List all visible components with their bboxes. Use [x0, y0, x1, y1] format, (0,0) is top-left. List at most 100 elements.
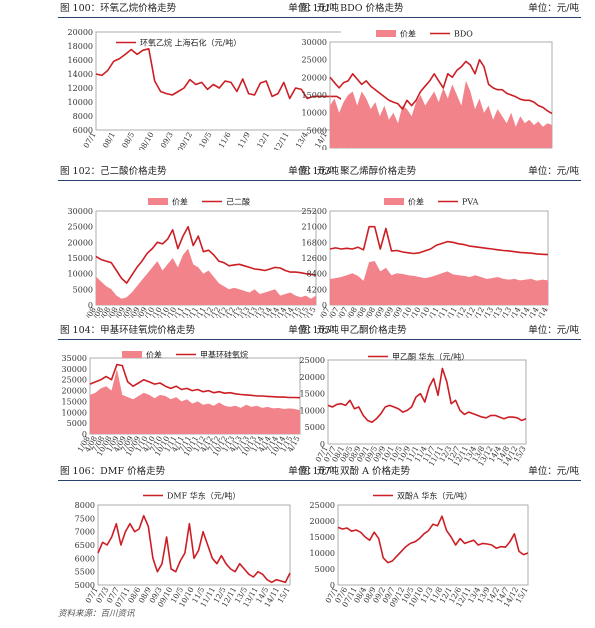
y-tick-label: 25000 [62, 376, 87, 385]
series-line-price [327, 367, 527, 423]
legend-label: 价差 [146, 350, 162, 360]
x-tick-label: 10/5 [197, 130, 213, 149]
series-line-price [329, 58, 553, 115]
x-tick-label: 3/11 [432, 149, 448, 151]
chart-panel-epoxy-ethane: 图 100：环氧乙烷价格走势 单位：元/吨 20000 18000 16000 140… [58, 0, 341, 150]
y-tick-label: 35000 [62, 354, 87, 363]
panel-unit: 单位：元/吨 [288, 166, 339, 177]
chart-panel-methyl-siloxane: 图 104：甲基环硅氧烷价格走势 单位：元/吨 35000 30000 25000 2… [58, 322, 341, 472]
plot-frame [95, 31, 341, 131]
panel-header: 图 105：甲乙酮价格走势 单位：元/吨 [298, 322, 581, 340]
chart-epoxy-ethane: 2000018000160001400012000100008000600007… [68, 28, 341, 151]
x-tick-label: 08/1 [101, 131, 117, 150]
panel-title: 图 100：环氧乙烷价格走势 [60, 3, 177, 14]
y-tick-label: 25000 [68, 223, 93, 232]
y-tick-label: 7000 [75, 528, 95, 537]
panel-unit: 单位：元/吨 [528, 325, 579, 336]
x-tick-label: 12/11 [272, 131, 291, 151]
panel-header: 图 104：甲基环硅氧烷价格走势 单位：元/吨 [58, 322, 341, 340]
x-tick-label: 1/07 [316, 148, 332, 150]
y-tick-label: 25000 [300, 356, 325, 365]
series-line-price [89, 363, 301, 399]
x-tick-label: 8/11 [444, 149, 460, 151]
y-tick-label: 8000 [75, 501, 95, 510]
series-line-price [337, 515, 529, 564]
chart-panel-pva: 图 103：聚乙烯醇价格走势 单位：元/吨 25200 21000 16800 126… [298, 163, 581, 318]
panel-unit: 单位：元/吨 [528, 3, 579, 14]
chart-dmf: 800075007000650060005500500007/107/307/7… [75, 491, 292, 609]
panel-header: 图 107：双酚 A 价格走势 单位：元/吨 [298, 463, 581, 481]
y-tick-label: 30000 [302, 38, 327, 47]
y-tick-label: 0 [320, 440, 325, 449]
legend-label: 环氧乙烷 上海石化（元/吨） [140, 38, 241, 48]
y-tick-label: 0 [88, 301, 93, 310]
x-tick-label: 08/10 [137, 130, 156, 150]
panel-title: 图 101：BDO 价格走势 [300, 3, 404, 14]
y-tick-label: 25000 [302, 56, 327, 65]
x-tick-label: 4/13 [491, 148, 507, 150]
chart-bisphenol-a: 250002000015000100005000007/107/607/1108… [310, 491, 530, 609]
legend-swatch-area [148, 198, 168, 205]
legend-label: PVA [462, 198, 479, 207]
legend-label: 甲乙酮 华东（元/吨） [392, 352, 469, 362]
panel-header: 图 103：聚乙烯醇价格走势 单位：元/吨 [298, 163, 581, 181]
x-tick-label: 7/14 [526, 148, 542, 150]
x-tick-label: 09/12 [176, 130, 195, 150]
series-area-spread [330, 80, 552, 148]
y-tick-label: 25200 [302, 207, 327, 216]
y-tick-label: 6000 [75, 554, 95, 563]
panel-unit: 单位：元/吨 [288, 325, 339, 336]
series-line-price [329, 225, 549, 256]
x-tick-label: 11/6 [217, 130, 233, 149]
series-area-spread [90, 368, 300, 434]
y-tick-label: 16000 [68, 56, 93, 65]
plot-frame [97, 504, 291, 586]
panel-title: 图 107：双酚 A 价格走势 [300, 466, 411, 477]
panel-header: 图 102：己二酸价格走势 单位：元/吨 [58, 163, 341, 181]
panel-title: 图 102：己二酸价格走势 [60, 166, 167, 177]
panel-header: 图 101：BDO 价格走势 单位：元/吨 [298, 0, 581, 18]
y-tick-label: 15000 [300, 390, 325, 399]
y-tick-label: 20000 [68, 238, 93, 247]
y-tick-label: 10000 [68, 270, 93, 279]
chart-panel-adipic-acid: 图 102：己二酸价格走势 单位：元/吨 30000 25000 20000 1500… [58, 163, 341, 318]
legend-swatch-area [384, 198, 404, 205]
y-tick-label: 0 [322, 144, 327, 150]
legend-label: DMF 华东（元/吨） [167, 491, 240, 501]
legend-label: 价差 [408, 197, 424, 207]
y-tick-label: 15000 [68, 254, 93, 263]
y-tick-label: 10000 [310, 549, 335, 558]
y-tick-label: 12000 [68, 84, 93, 93]
x-tick-label: 12/1 [255, 131, 271, 150]
panel-unit: 单位：元/吨 [528, 466, 579, 477]
panel-header: 图 100：环氧乙烷价格走势 单位：元/吨 [58, 0, 341, 18]
series-line-price [95, 225, 317, 284]
y-tick-label: 30000 [68, 207, 93, 216]
x-tick-label: 2/14 [514, 148, 530, 150]
y-tick-label: 20000 [302, 73, 327, 82]
chart-panel-dmf: 图 106：DMF 价格走势 单位：元/吨 8000 7500 7000 6500 60… [58, 463, 341, 613]
y-tick-label: 20000 [62, 387, 87, 396]
y-tick-label: 5000 [307, 126, 327, 135]
chart-adipic-acid: 3000025000200001500010000500001/084/087/… [68, 197, 318, 319]
plot-frame [327, 359, 527, 445]
chart-pva: 252002100016800126008400420001/075/079/0… [302, 197, 550, 319]
x-tick-label: 11/07 [336, 148, 355, 150]
chart-bdo: 3000025000200001500010000500001/076/0711… [302, 29, 554, 151]
legend-label: 甲基环硅氧烷 [200, 350, 248, 360]
x-tick-label: 2/09 [374, 148, 390, 150]
panel-unit: 单位：元/吨 [288, 3, 339, 14]
x-tick-label: 09/3 [159, 130, 175, 149]
source-note: 资料来源：百川资讯 [58, 609, 135, 619]
x-tick-label: 11/9 [236, 130, 252, 149]
y-tick-label: 5000 [75, 581, 95, 590]
panel-title: 图 104：甲基环硅氧烷价格走势 [60, 325, 196, 336]
y-tick-label: 8400 [307, 270, 327, 279]
y-tick-label: 5000 [305, 423, 325, 432]
x-tick-label: 1/12 [456, 148, 472, 150]
y-tick-label: 0 [82, 430, 87, 439]
x-tick-label: 6/12 [467, 148, 483, 150]
chart-panel-bdo: 图 101：BDO 价格走势 单位：元/吨 30000 25000 20000 150… [298, 0, 581, 150]
legend-label: 双酚A 华东（元/吨） [397, 491, 472, 501]
y-tick-label: 18000 [68, 42, 93, 51]
